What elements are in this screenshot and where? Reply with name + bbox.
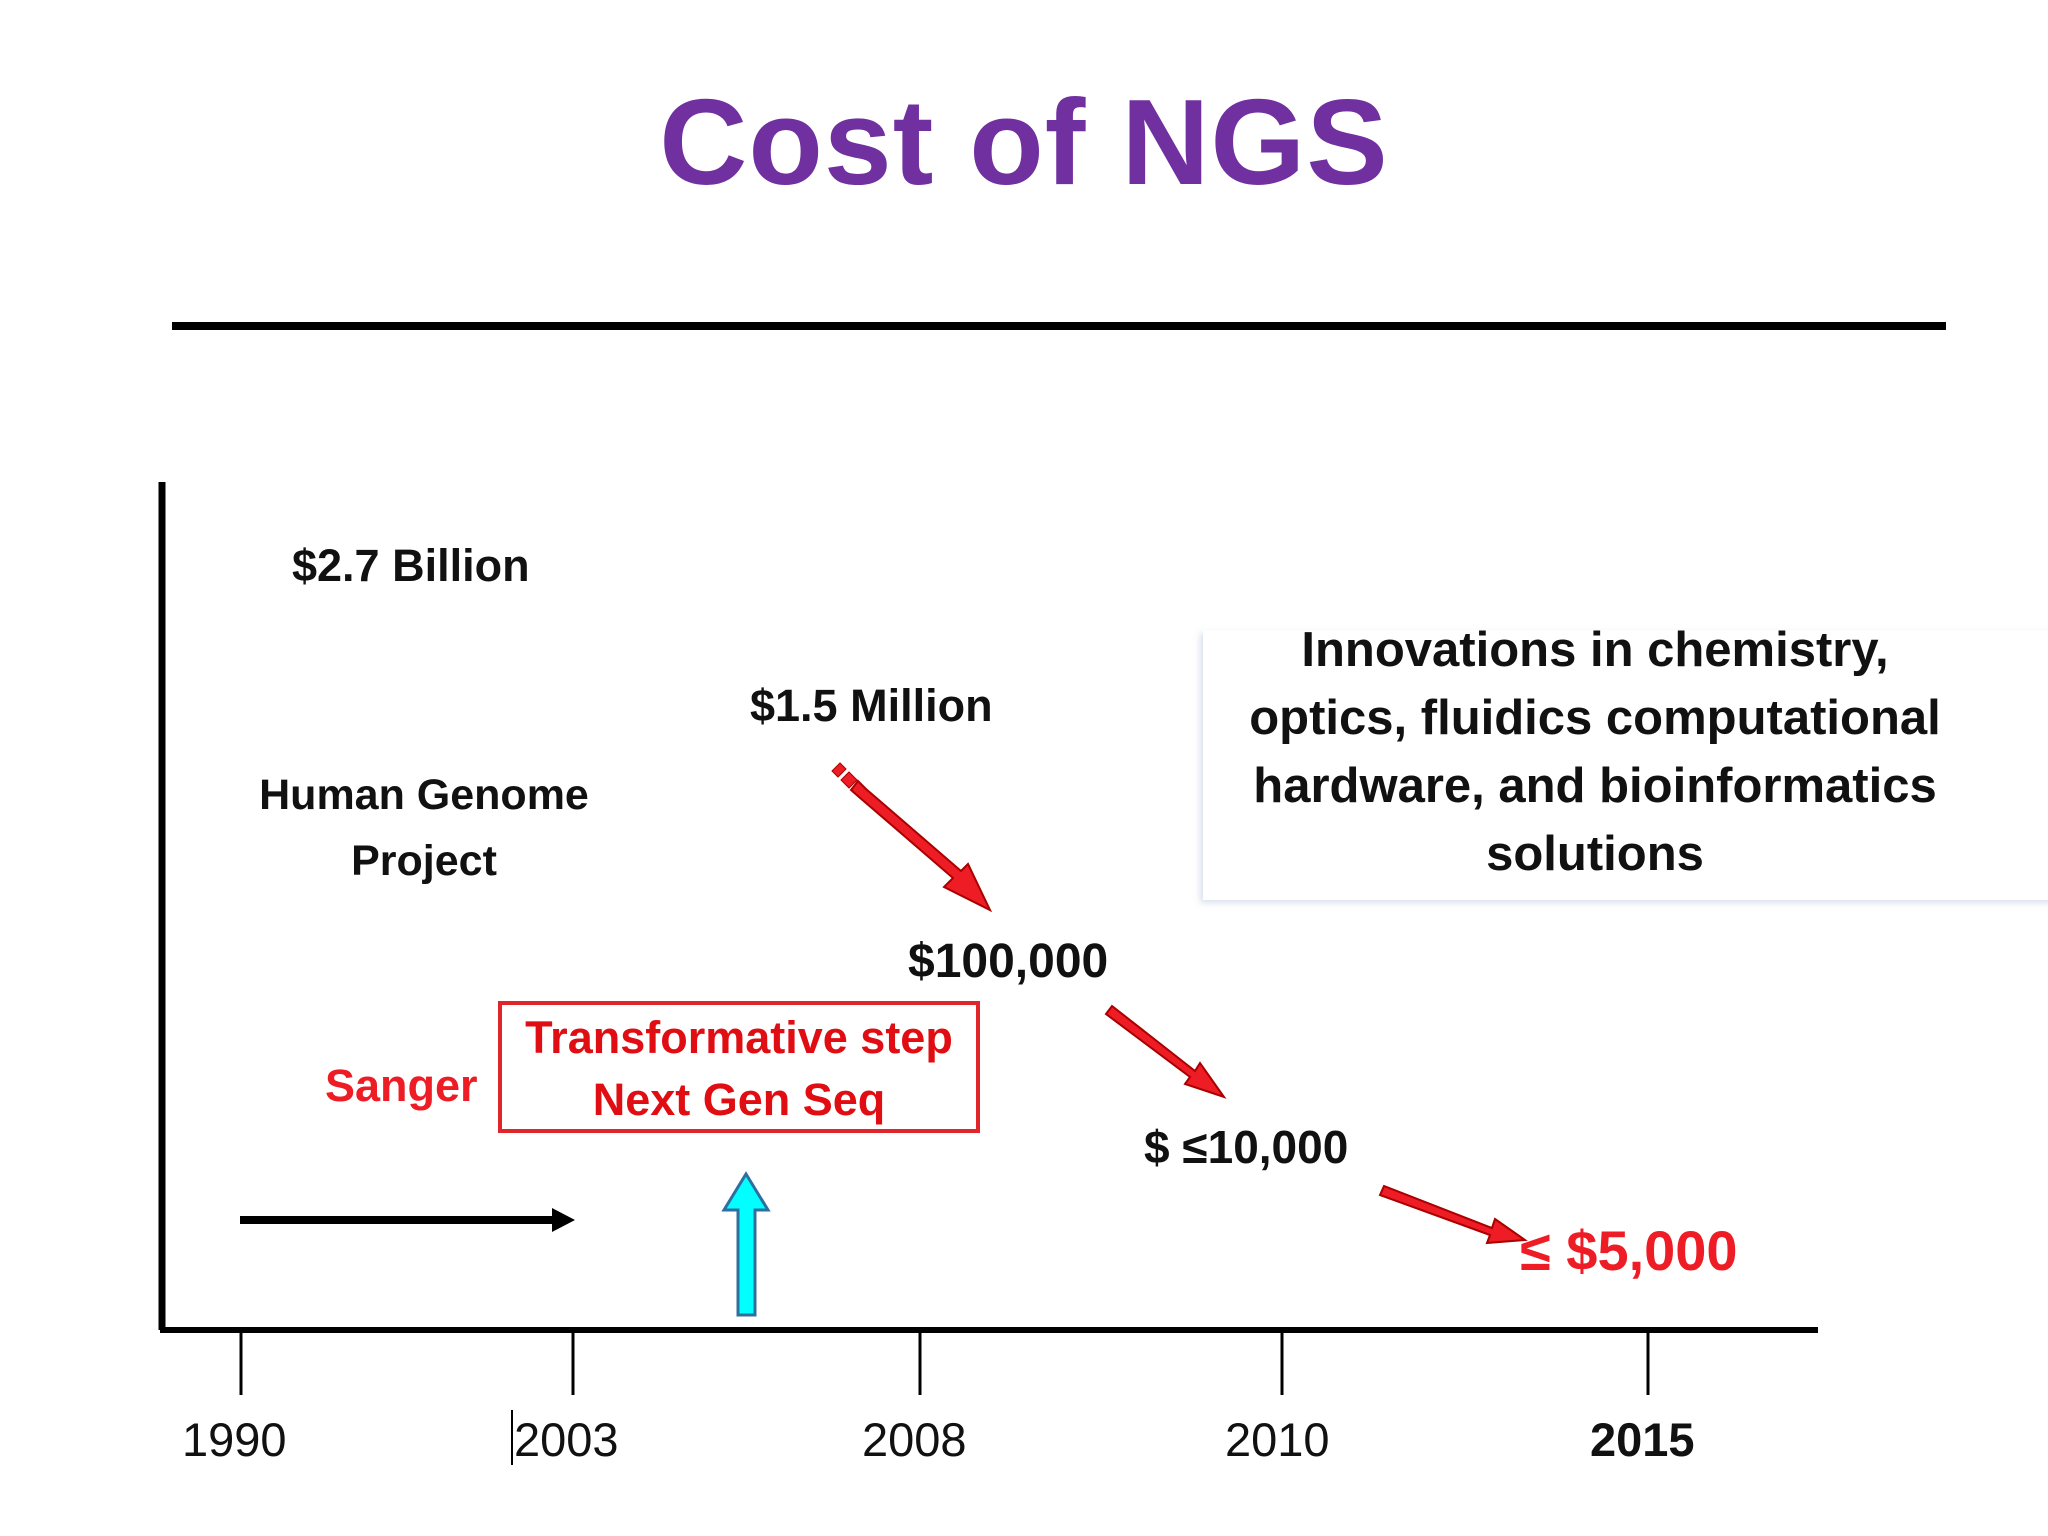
sanger-label: Sanger xyxy=(325,1060,478,1111)
cost-label-1-5-million: $1.5 Million xyxy=(750,680,993,731)
ngs-up-arrow xyxy=(721,1171,771,1317)
year-label-2003: 2003 xyxy=(514,1413,619,1466)
sanger-arrow xyxy=(240,1208,575,1232)
innovations-line-2: optics, fluidics computational xyxy=(1249,691,1941,745)
slide-title: Cost of NGS xyxy=(659,74,1389,210)
innovations-line-3: hardware, and bioinformatics xyxy=(1253,759,1937,813)
cost-label-100000: $100,000 xyxy=(908,935,1109,988)
transformative-line-2: Next Gen Seq xyxy=(592,1074,886,1125)
cost-label-2-7-billion: $2.7 Billion xyxy=(292,540,530,591)
year-label-2008: 2008 xyxy=(862,1413,967,1466)
cost-label-10000: $ ≤10,000 xyxy=(1144,1121,1349,1173)
title-divider xyxy=(172,322,1946,330)
transformative-step-box: Transformative step Next Gen Seq xyxy=(498,1001,980,1133)
transformative-line-1: Transformative step xyxy=(525,1012,953,1063)
innovations-text: Innovations in chemistry, optics, fluidi… xyxy=(1190,616,2000,888)
year-label-2015: 2015 xyxy=(1590,1413,1695,1466)
year-label-2010: 2010 xyxy=(1225,1413,1330,1466)
innovations-line-1: Innovations in chemistry, xyxy=(1301,623,1889,677)
hgp-label-line-1: Human Genome xyxy=(259,771,589,819)
hgp-label: Human Genome Project xyxy=(244,762,604,894)
cost-label-5000: ≤ $5,000 xyxy=(1520,1219,1738,1282)
cost-arrow-1 xyxy=(831,762,993,913)
innovations-line-4: solutions xyxy=(1486,827,1704,881)
cost-arrow-3 xyxy=(1378,1184,1528,1245)
year-label-1990: 1990 xyxy=(182,1413,287,1466)
hgp-label-line-2: Project xyxy=(351,837,497,885)
cost-arrow-2 xyxy=(1104,1004,1227,1099)
